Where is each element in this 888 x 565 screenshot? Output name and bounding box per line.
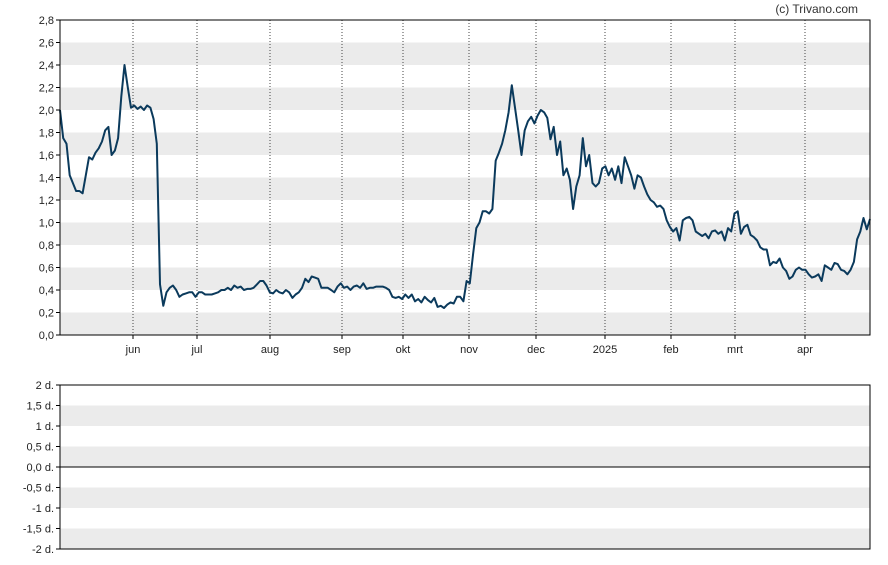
y-tick-label: 2,8 (39, 15, 54, 27)
y-tick-label: 1,0 (39, 218, 54, 230)
x-tick-label: nov (460, 344, 478, 356)
x-tick-label: mrt (727, 344, 743, 356)
y-tick-label: -1 d. (32, 503, 54, 515)
grid-band (60, 132, 870, 155)
grid-band (60, 487, 870, 508)
y-tick-label: 1 d. (36, 421, 54, 433)
y-tick-label: 2,0 (39, 105, 54, 117)
x-tick-label: jul (190, 344, 202, 356)
y-tick-label: 0,6 (39, 263, 54, 275)
grid-band (60, 405, 870, 426)
grid-band (60, 222, 870, 245)
y-tick-label: 0,8 (39, 240, 54, 252)
y-tick-label: 1,4 (39, 173, 54, 185)
grid-band (60, 177, 870, 200)
y-tick-label: 2,2 (39, 83, 54, 95)
y-tick-label: 1,6 (39, 150, 54, 162)
x-tick-label: jun (125, 344, 141, 356)
x-tick-label: feb (663, 344, 678, 356)
grid-band (60, 42, 870, 65)
y-tick-label: 0,2 (39, 308, 54, 320)
y-tick-label: 1,8 (39, 128, 54, 140)
grid-band (60, 87, 870, 110)
price-series-line (59, 64, 871, 309)
y-tick-label: -2 d. (32, 544, 54, 556)
x-tick-label: aug (261, 344, 279, 356)
x-tick-label: 2025 (593, 344, 617, 356)
y-tick-label: 0,0 (39, 330, 54, 342)
y-tick-label: 0,4 (39, 285, 54, 297)
main-plot-frame (59, 19, 871, 336)
x-tick-label: okt (396, 344, 411, 356)
x-tick-label: dec (527, 344, 545, 356)
grid-band (60, 446, 870, 467)
secondary-plot-frame (59, 384, 871, 550)
grid-band (60, 312, 870, 335)
y-tick-label: -1,5 d. (23, 524, 54, 536)
y-tick-label: 2,4 (39, 60, 54, 72)
secondary-panel: -2 d. -1,5 d. -1 d. -0,5 d. 0,0 d. 0,5 d. 1 d.… (23, 380, 871, 556)
y-tick-label: 1,5 d. (26, 401, 54, 413)
y-tick-label: 1,2 (39, 195, 54, 207)
x-tick-label: apr (797, 344, 813, 356)
main-price-panel: 0,0 0,2 0,4 0,6 0,8 1,0 1,2 1,4 1,6 1,8 2,0 2,2 2,4 2… (39, 15, 871, 356)
grid-band (60, 267, 870, 290)
x-tick-label: sep (333, 344, 351, 356)
y-tick-label: 0,5 d. (26, 442, 54, 454)
y-tick-label: 2,6 (39, 38, 54, 50)
copyright-label: (c) Trivano.com (775, 2, 858, 16)
grid-band (60, 528, 870, 549)
y-tick-label: 2 d. (36, 380, 54, 392)
y-tick-label: -0,5 d. (23, 483, 54, 495)
y-tick-label: 0,0 d. (26, 462, 54, 474)
